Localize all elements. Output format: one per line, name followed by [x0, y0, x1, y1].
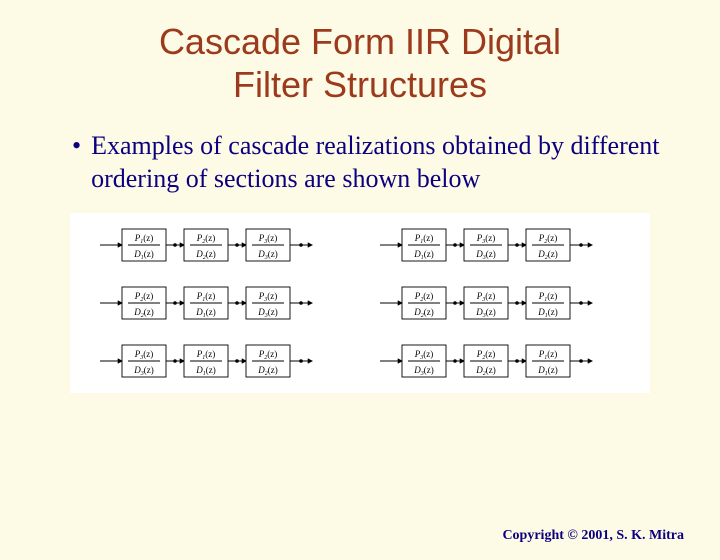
page-title: Cascade Form IIR Digital Filter Structur… — [0, 20, 720, 106]
title-line-1: Cascade Form IIR Digital — [159, 21, 561, 62]
bullet-row: • Examples of cascade realizations obtai… — [72, 130, 660, 195]
cascade-diagram-svg: P1(z)D1(z)P2(z)D2(z)P3(z)D3(z)P2(z)D2(z)… — [80, 217, 640, 389]
cascade-diagram: P1(z)D1(z)P2(z)D2(z)P3(z)D3(z)P2(z)D2(z)… — [70, 213, 650, 393]
title-line-2: Filter Structures — [233, 64, 487, 105]
bullet-text: Examples of cascade realizations obtaine… — [91, 130, 660, 195]
copyright-text: Copyright © 2001, S. K. Mitra — [502, 528, 684, 544]
bullet-marker: • — [72, 130, 81, 195]
